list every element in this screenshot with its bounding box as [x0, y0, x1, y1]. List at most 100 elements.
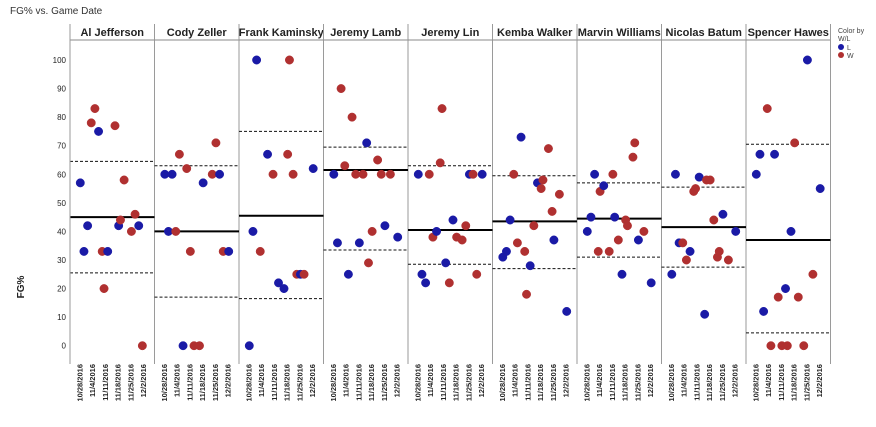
- panel-header-spencer-hawes: Spencer Hawes: [748, 27, 829, 39]
- data-point-loss: [263, 149, 273, 159]
- data-point-win: [723, 255, 733, 265]
- legend-title-sub: W/L: [838, 36, 851, 43]
- x-tick-label: 11/11/2016: [185, 364, 194, 401]
- data-point-loss: [198, 178, 208, 188]
- data-point-loss: [685, 246, 695, 256]
- x-tick-label: 10/28/2016: [329, 364, 338, 402]
- x-tick-label: 11/11/2016: [439, 364, 448, 401]
- data-point-win: [86, 118, 96, 128]
- data-point-loss: [525, 261, 535, 271]
- x-tick-label: 10/28/2016: [751, 364, 760, 402]
- x-tick-label: 11/4/2016: [342, 364, 351, 397]
- data-point-win: [435, 158, 445, 168]
- data-point-loss: [279, 284, 289, 294]
- data-point-loss: [770, 149, 780, 159]
- data-point-loss: [671, 169, 680, 179]
- x-tick-label: 11/18/2016: [621, 364, 630, 401]
- data-point-loss: [167, 169, 177, 179]
- y-tick-label: 0: [62, 342, 67, 351]
- x-tick-label: 11/4/2016: [173, 364, 182, 397]
- data-point-win: [762, 104, 772, 114]
- data-point-win: [174, 149, 184, 159]
- data-point-loss: [362, 138, 372, 148]
- data-point-loss: [590, 169, 600, 179]
- data-point-win: [773, 292, 783, 302]
- x-tick-label: 11/4/2016: [257, 364, 266, 397]
- data-point-loss: [244, 341, 254, 351]
- x-tick-label: 11/18/2016: [367, 364, 376, 401]
- y-tick-label: 10: [57, 313, 66, 322]
- data-point-win: [137, 341, 147, 351]
- x-tick-label: 10/28/2016: [582, 364, 591, 402]
- data-point-loss: [441, 258, 451, 268]
- x-tick-label: 12/2/2016: [731, 364, 740, 397]
- x-tick-label: 11/11/2016: [523, 364, 532, 401]
- x-tick-label: 11/11/2016: [777, 364, 786, 401]
- data-point-loss: [448, 215, 458, 225]
- data-point-loss: [413, 169, 423, 179]
- data-point-win: [604, 246, 614, 256]
- data-point-win: [709, 215, 719, 225]
- data-point-win: [211, 138, 221, 148]
- data-point-loss: [215, 169, 225, 179]
- panel-header-jeremy-lin: Jeremy Lin: [421, 27, 479, 39]
- x-tick-label: 11/4/2016: [426, 364, 435, 397]
- data-point-win: [691, 184, 700, 194]
- y-tick-label: 90: [57, 85, 66, 94]
- data-point-loss: [505, 215, 515, 225]
- x-tick-label: 11/11/2016: [270, 364, 279, 401]
- data-point-win: [358, 169, 368, 179]
- x-tick-label: 10/28/2016: [667, 364, 676, 402]
- chart-title: FG% vs. Game Date: [10, 6, 103, 17]
- data-point-win: [340, 161, 350, 171]
- x-tick-label: 11/4/2016: [595, 364, 604, 397]
- x-tick-label: 11/18/2016: [198, 364, 207, 401]
- data-point-win: [457, 235, 467, 245]
- data-point-win: [782, 341, 792, 351]
- x-tick-label: 11/11/2016: [608, 364, 617, 401]
- data-point-win: [613, 235, 623, 245]
- y-tick-label: 100: [53, 56, 67, 65]
- data-point-loss: [633, 235, 643, 245]
- x-tick-label: 11/25/2016: [464, 364, 473, 401]
- x-tick-label: 10/28/2016: [498, 364, 507, 402]
- data-point-win: [285, 55, 294, 65]
- x-tick-label: 11/25/2016: [380, 364, 389, 401]
- x-tick-label: 11/25/2016: [295, 364, 304, 401]
- data-point-loss: [582, 226, 592, 236]
- data-point-win: [793, 292, 803, 302]
- x-tick-label: 11/11/2016: [354, 364, 363, 401]
- data-point-loss: [79, 246, 89, 256]
- y-tick-label: 20: [57, 285, 66, 294]
- x-tick-label: 12/2/2016: [477, 364, 486, 397]
- data-point-loss: [610, 212, 620, 222]
- x-tick-label: 11/18/2016: [283, 364, 292, 401]
- data-point-loss: [354, 238, 364, 248]
- data-point-loss: [667, 269, 677, 279]
- x-tick-label: 11/4/2016: [764, 364, 773, 397]
- x-tick-label: 10/28/2016: [160, 364, 169, 402]
- panel-header-frank-kaminsky: Frank Kaminsky: [239, 27, 325, 39]
- data-point-loss: [516, 132, 526, 142]
- data-point-loss: [83, 221, 93, 231]
- x-tick-label: 11/4/2016: [88, 364, 97, 397]
- y-tick-label: 70: [57, 142, 66, 151]
- data-point-loss: [94, 126, 104, 136]
- data-point-win: [99, 284, 109, 294]
- x-tick-label: 11/25/2016: [549, 364, 558, 401]
- data-point-win: [790, 138, 800, 148]
- data-point-loss: [393, 232, 403, 242]
- data-point-win: [288, 169, 298, 179]
- panel-header-marvin-williams: Marvin Williams: [578, 27, 661, 39]
- x-tick-label: 11/11/2016: [101, 364, 110, 401]
- data-point-loss: [549, 235, 559, 245]
- x-tick-label: 11/11/2016: [692, 364, 701, 401]
- data-point-loss: [759, 306, 769, 316]
- data-point-loss: [617, 269, 627, 279]
- x-tick-label: 11/25/2016: [718, 364, 727, 401]
- x-tick-label: 11/25/2016: [126, 364, 135, 401]
- x-tick-label: 10/28/2016: [75, 364, 84, 402]
- data-point-loss: [380, 221, 390, 231]
- data-point-win: [347, 112, 357, 122]
